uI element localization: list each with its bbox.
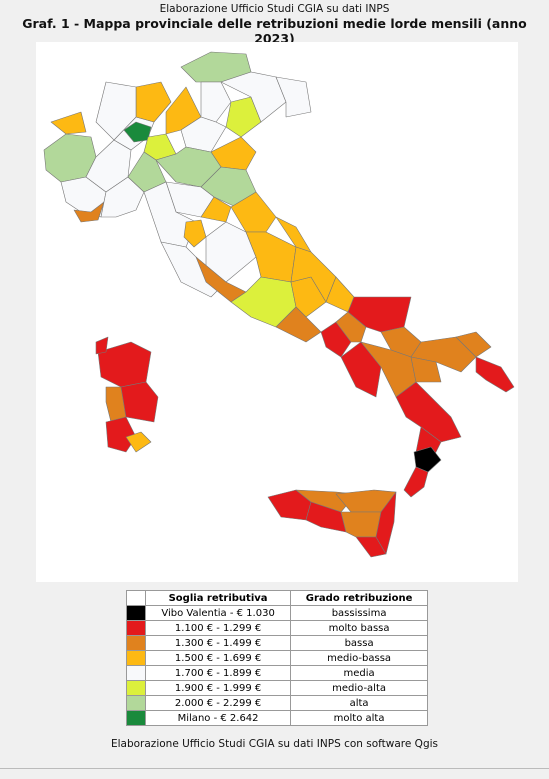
legend-range: 1.300 € - 1.499 €	[144, 635, 292, 651]
province	[455, 331, 492, 358]
legend-swatch	[126, 635, 146, 651]
province	[120, 381, 159, 423]
province	[340, 341, 382, 398]
province	[95, 336, 109, 355]
province	[183, 219, 207, 248]
province	[105, 416, 137, 453]
legend-swatch	[126, 680, 146, 696]
legend-grade: alta	[290, 695, 428, 711]
legend-range: 1.900 € - 1.999 €	[144, 680, 292, 696]
province	[127, 151, 167, 193]
province	[340, 511, 382, 538]
header-cell: Soglia retributiva	[144, 590, 292, 606]
province	[275, 306, 322, 343]
legend-swatch	[126, 605, 146, 621]
legend-table: Soglia retributiva Grado retribuzione Vi…	[126, 590, 428, 726]
legend-row: 1.300 € - 1.499 € bassa	[126, 635, 428, 651]
legend-swatch	[126, 620, 146, 636]
legend-grade: bassissima	[290, 605, 428, 621]
province	[410, 356, 442, 383]
legend-row: 1.900 € - 1.999 € medio-alta	[126, 680, 428, 696]
province	[475, 356, 515, 393]
legend-row: Milano - € 2.642 molto alta	[126, 710, 428, 726]
province	[50, 111, 87, 135]
province	[73, 201, 105, 223]
legend-grade: molto bassa	[290, 620, 428, 636]
legend-row: 1.100 € - 1.299 € molto bassa	[126, 620, 428, 636]
legend-swatch	[126, 665, 146, 681]
source: Elaborazione Ufficio Studi CGIA su dati …	[159, 3, 390, 15]
legend-grade: bassa	[290, 635, 428, 651]
legend-grade: medio-bassa	[290, 650, 428, 666]
province	[335, 311, 367, 343]
province	[125, 431, 152, 453]
legend-swatch	[126, 710, 146, 726]
legend-range: Milano - € 2.642	[144, 710, 292, 726]
province	[230, 191, 277, 233]
province	[395, 381, 462, 443]
legend-range: 1.100 € - 1.299 €	[144, 620, 292, 636]
legend-row: 2.000 € - 2.299 € alta	[126, 695, 428, 711]
province	[123, 121, 152, 143]
legend-range: 1.500 € - 1.699 €	[144, 650, 292, 666]
province	[320, 321, 352, 358]
legend-range: 2.000 € - 2.299 €	[144, 695, 292, 711]
header-cell: Grado retribuzione	[290, 590, 428, 606]
province	[200, 81, 232, 123]
province	[275, 76, 312, 118]
divider	[0, 768, 549, 769]
legend-grade: molto alta	[290, 710, 428, 726]
province	[155, 146, 222, 188]
legend-grade: medio-alta	[290, 680, 428, 696]
legend-header: Soglia retributiva Grado retribuzione	[126, 590, 428, 606]
footer: Elaborazione Ufficio Studi CGIA su dati …	[110, 738, 439, 750]
legend-grade: media	[290, 665, 428, 681]
legend-range: 1.700 € - 1.899 €	[144, 665, 292, 681]
legend-swatch	[126, 695, 146, 711]
province	[225, 96, 262, 138]
province	[95, 81, 137, 141]
map	[36, 42, 518, 582]
province	[413, 446, 442, 473]
province	[375, 491, 397, 555]
legend-row: 1.700 € - 1.899 € media	[126, 665, 428, 681]
legend-range: Vibo Valentia - € 1.030	[144, 605, 292, 621]
legend-row: Vibo Valentia - € 1.030 bassissima	[126, 605, 428, 621]
header-cell	[126, 590, 146, 606]
legend-row: 1.500 € - 1.699 € medio-bassa	[126, 650, 428, 666]
legend-swatch	[126, 650, 146, 666]
province	[403, 466, 429, 498]
